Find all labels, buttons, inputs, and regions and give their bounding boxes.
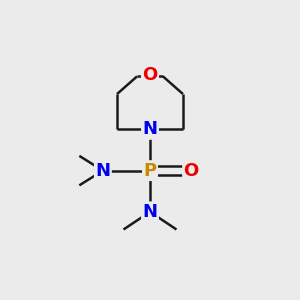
Text: O: O: [142, 66, 158, 84]
Text: N: N: [95, 162, 110, 180]
Text: N: N: [142, 120, 158, 138]
Text: N: N: [142, 203, 158, 221]
Text: O: O: [184, 162, 199, 180]
Text: P: P: [143, 162, 157, 180]
